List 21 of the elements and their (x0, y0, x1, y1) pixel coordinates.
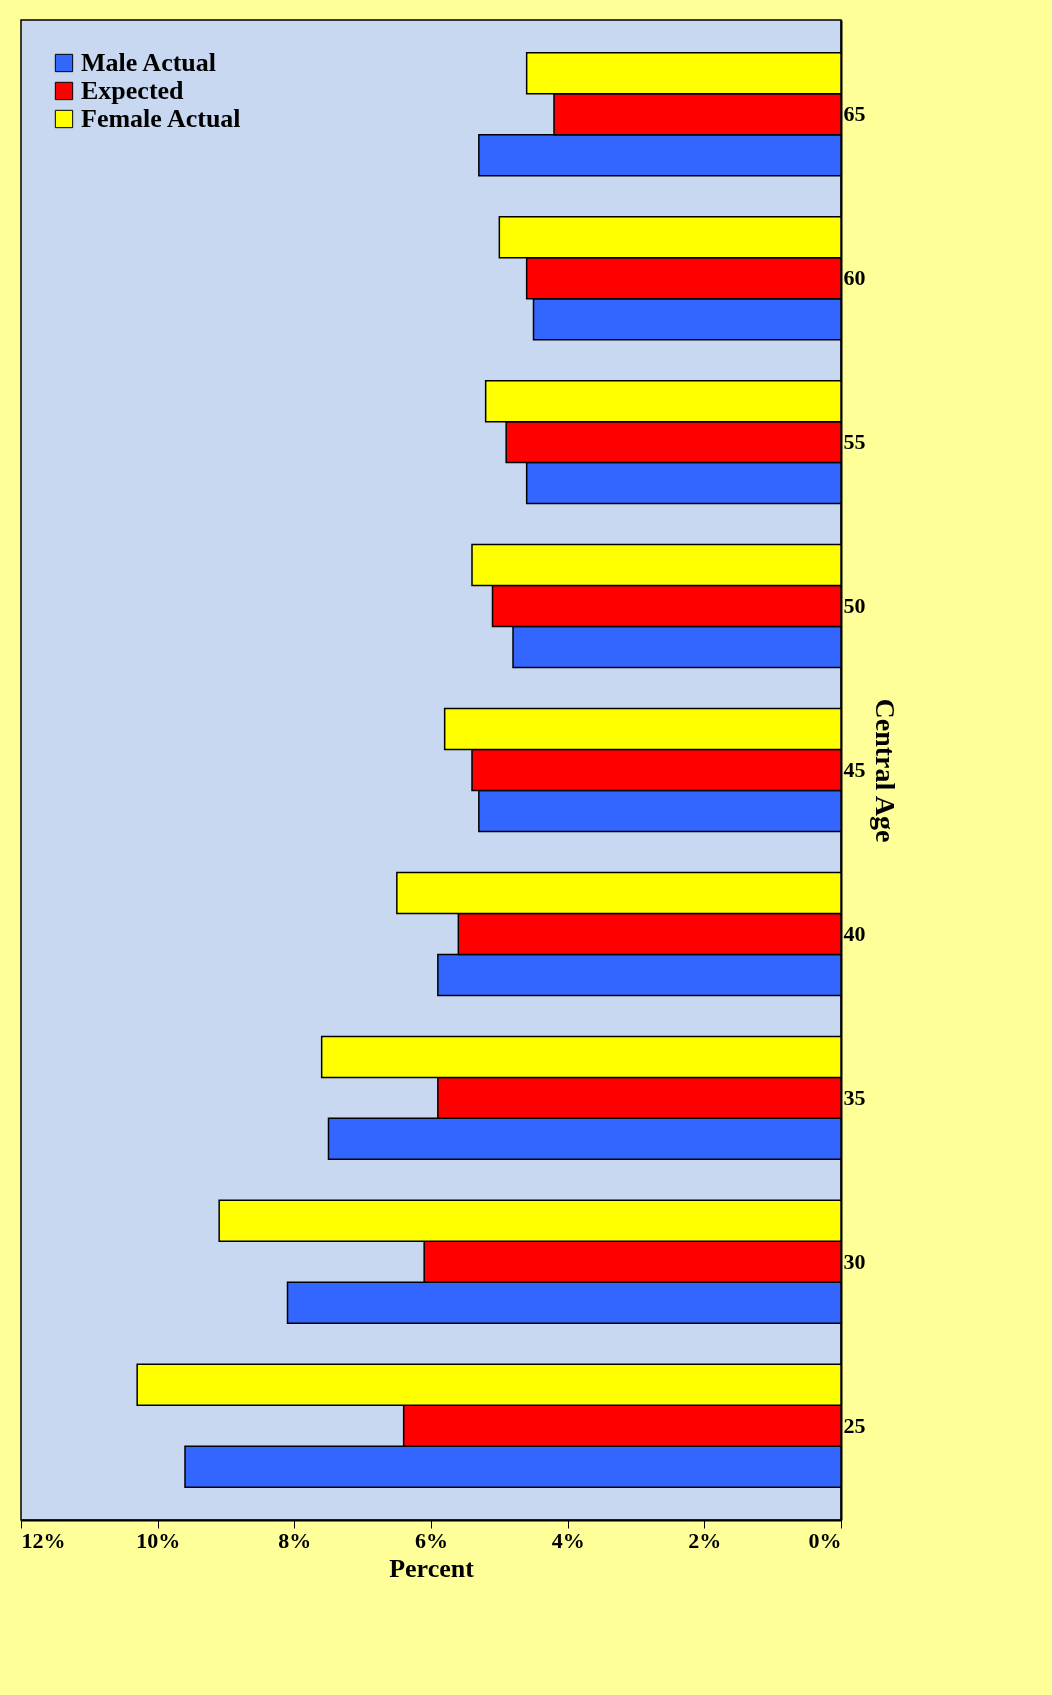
y-tick-label: 40 (843, 920, 866, 946)
x-tick-label: 0% (808, 1527, 842, 1553)
x-tick-label: 4% (551, 1527, 585, 1553)
y-tick-label: 25 (843, 1412, 866, 1438)
legend-label: Female Actual (81, 104, 241, 133)
x-tick-label: 8% (278, 1527, 312, 1553)
y-tick-label: 30 (843, 1248, 866, 1274)
y-tick-label: 55 (843, 429, 866, 455)
y-tick-label: 65 (843, 101, 866, 127)
y-axis-title: Central Age (869, 698, 901, 843)
x-axis-title: Percent (389, 1553, 475, 1583)
y-tick-label: 50 (843, 593, 866, 619)
legend-label: Expected (81, 76, 185, 105)
legend-label: Male Actual (81, 48, 217, 77)
x-tick-label: 6% (415, 1527, 448, 1553)
y-tick-label: 45 (843, 757, 866, 782)
x-tick-label: 10% (136, 1527, 181, 1553)
x-tick-label: 12% (21, 1527, 66, 1553)
y-tick-label: 35 (843, 1084, 866, 1110)
x-tick-label: 2% (688, 1527, 722, 1553)
y-tick-label: 60 (843, 265, 866, 291)
